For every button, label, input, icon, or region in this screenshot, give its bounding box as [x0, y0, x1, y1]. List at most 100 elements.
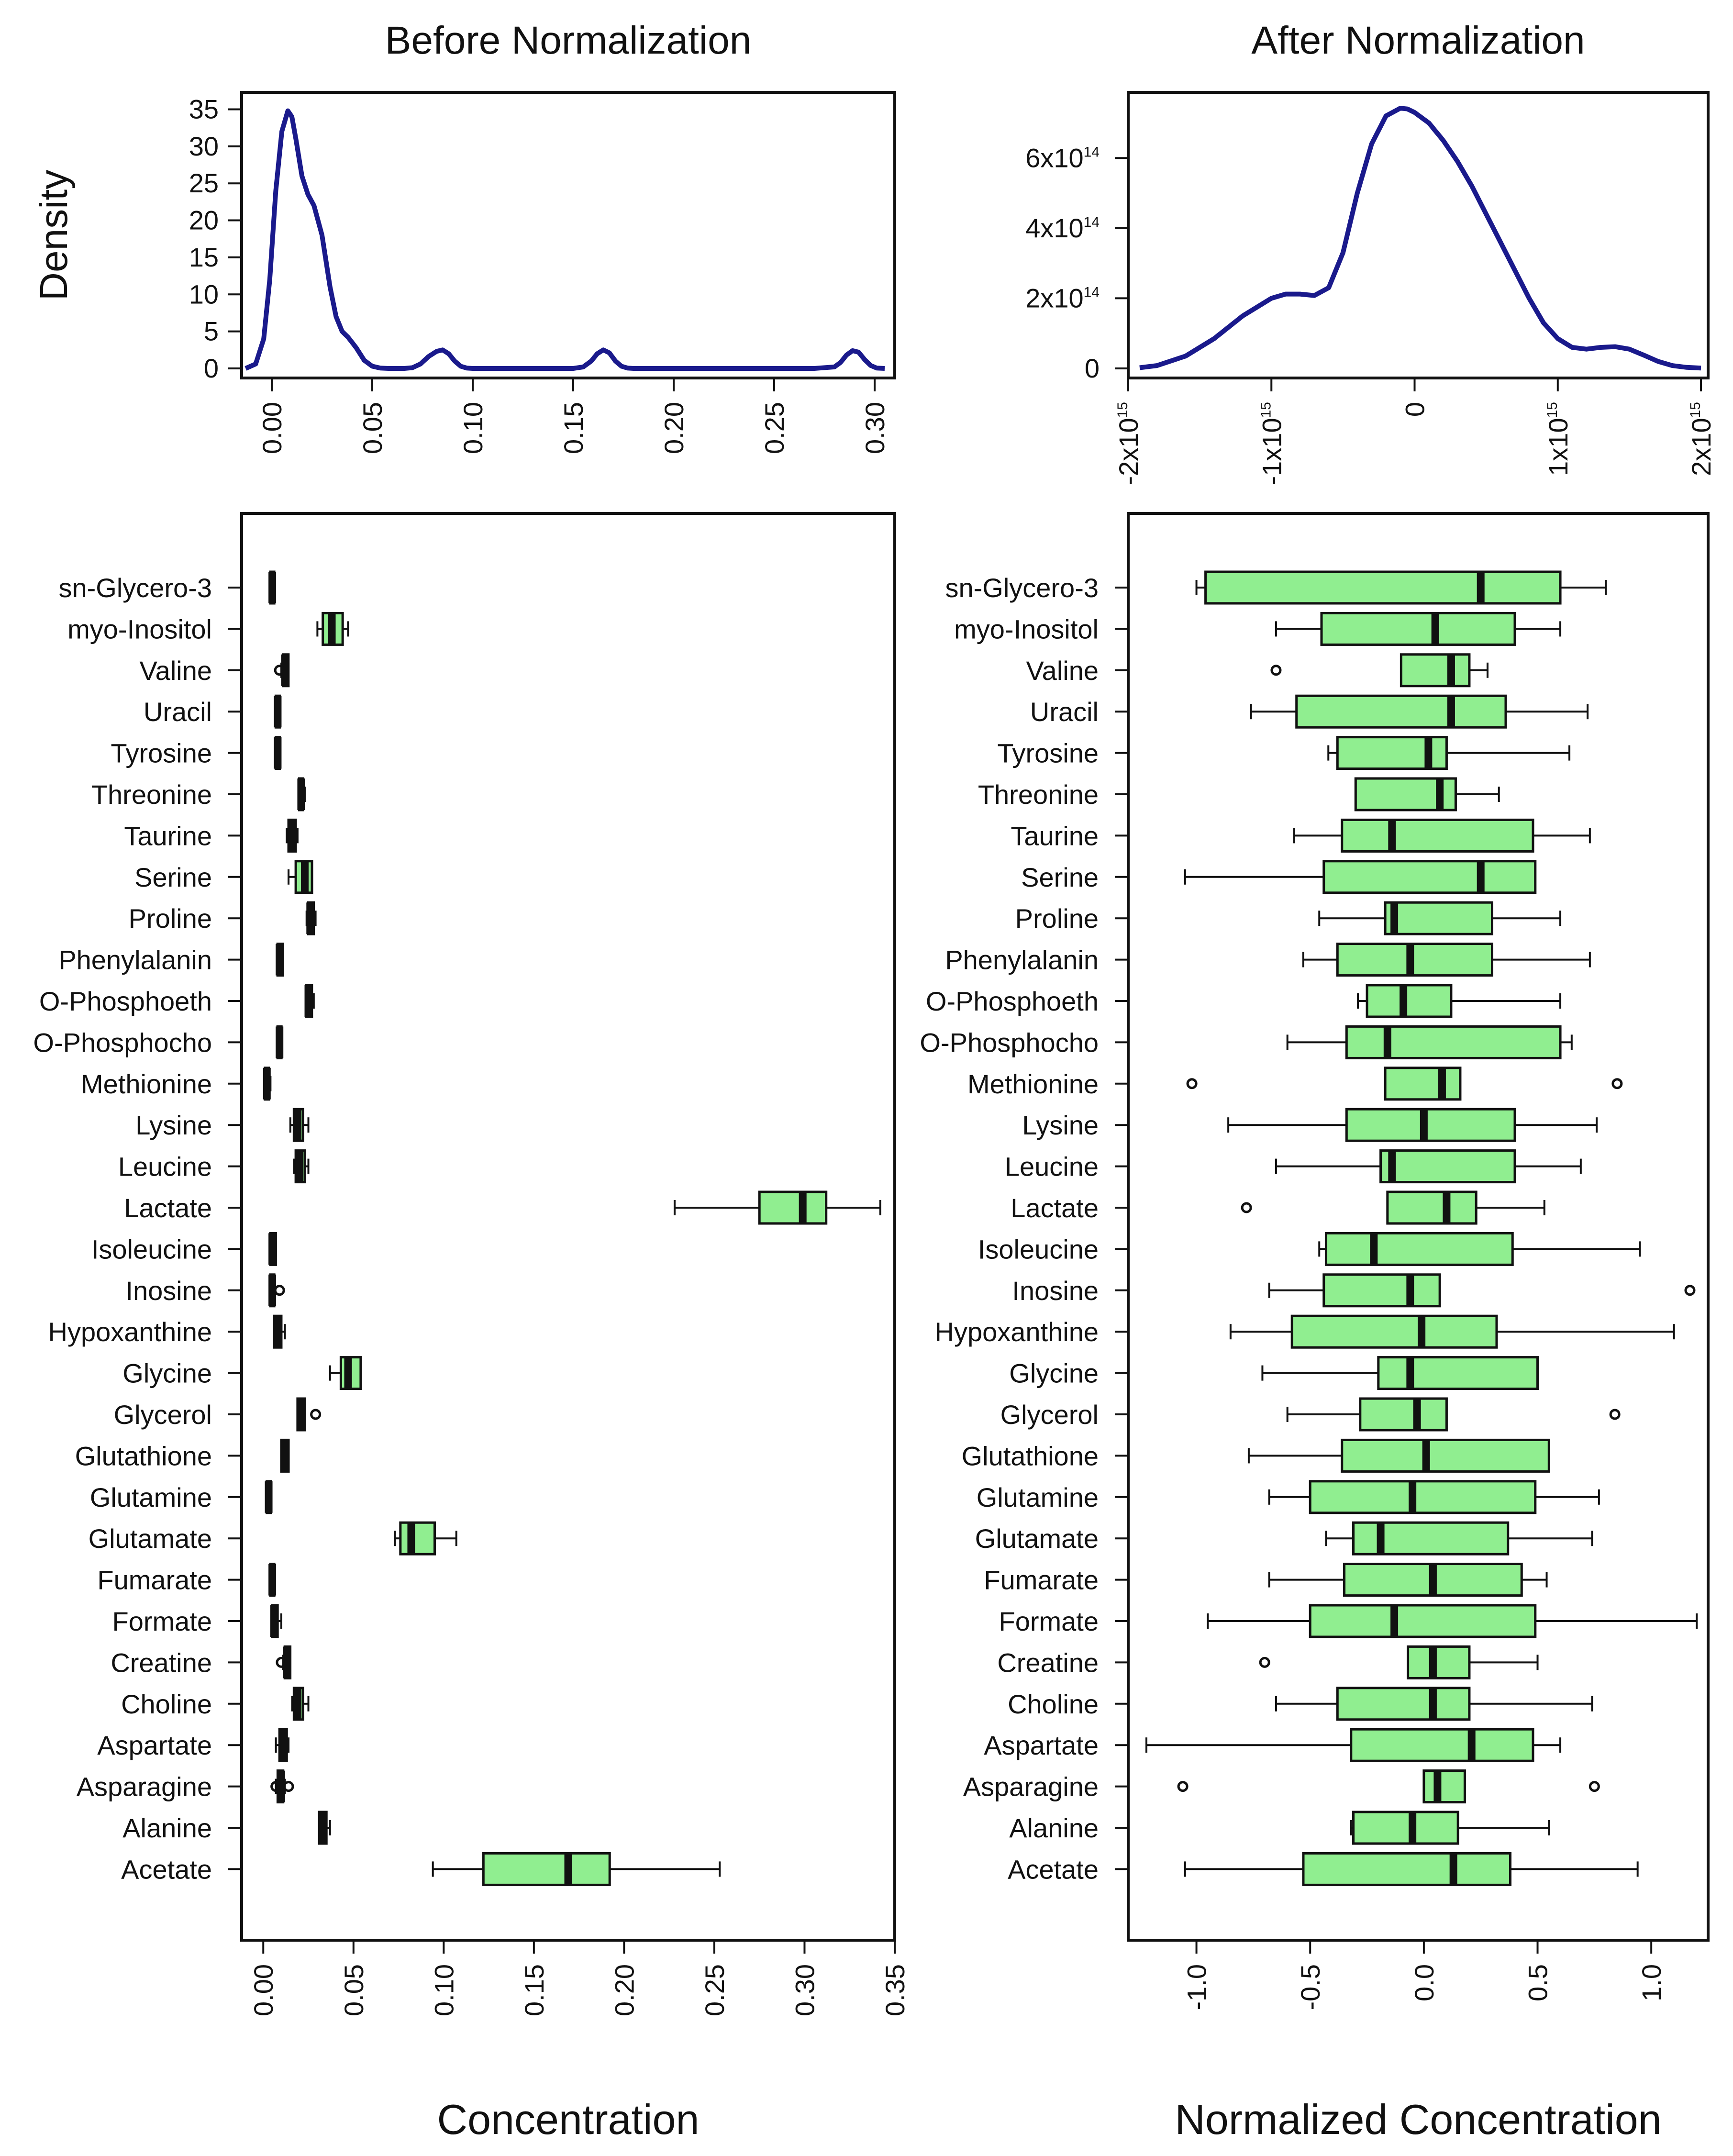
box_before-frame [240, 512, 896, 1942]
box-fumarate: Fumarate [984, 1563, 1548, 1597]
category-label: Glutamine [977, 1482, 1099, 1512]
y-tick-label: 6x1014 [1025, 143, 1100, 173]
outlier-point [1259, 1656, 1270, 1668]
outlier-point [1186, 1078, 1198, 1089]
category-label: Acetate [121, 1854, 212, 1884]
category-label: Tyrosine [111, 738, 212, 768]
iqr-box [1366, 984, 1453, 1018]
category-label: Glutamate [975, 1523, 1099, 1554]
category-label: O-Phosphocho [920, 1027, 1099, 1057]
box-o-phosphocho: O-Phosphocho [33, 1025, 284, 1059]
category-label: myo-Inositol [954, 614, 1099, 644]
y-tick-label: 25 [189, 168, 219, 198]
box-fumarate: Fumarate [97, 1563, 277, 1597]
density-curve-after [1139, 106, 1701, 371]
box-inosine: Inosine [125, 1273, 285, 1308]
x-tick-label: -1.0 [1182, 1964, 1212, 2011]
category-label: Proline [1015, 903, 1099, 934]
x-tick-label: 0.30 [860, 402, 890, 454]
category-label: Inosine [125, 1276, 212, 1306]
y-tick-label: 2x1014 [1025, 283, 1100, 313]
iqr-box [1204, 570, 1562, 605]
box-lysine: Lysine [135, 1108, 310, 1142]
density-after-frame [1127, 91, 1710, 379]
category-label: Leucine [118, 1152, 212, 1182]
density-before-frame [240, 91, 896, 379]
category-label: Valine [139, 656, 212, 686]
outlier-point [1609, 1409, 1621, 1420]
box-hypoxanthine: Hypoxanthine [48, 1314, 286, 1349]
category-label: Acetate [1008, 1854, 1099, 1884]
box-formate: Formate [112, 1604, 282, 1638]
category-label: sn-Glycero-3 [58, 573, 212, 603]
category-label: Serine [1021, 862, 1099, 892]
density-curve-before [244, 108, 885, 371]
box-leucine: Leucine [118, 1149, 310, 1184]
box-o-phosphoeth: O-Phosphoeth [926, 984, 1562, 1018]
category-label: Methionine [81, 1069, 212, 1099]
category-label: Asparagine [77, 1772, 212, 1802]
outlier-point [270, 1781, 282, 1792]
iqr-box [1295, 694, 1507, 729]
box-taurine: Taurine [1011, 818, 1591, 853]
box-leucine: Leucine [1005, 1149, 1582, 1184]
box-methionine: Methionine [81, 1067, 272, 1101]
category-label: Glycerol [114, 1400, 212, 1430]
iqr-box [1359, 1397, 1448, 1432]
box-phenylalanin: Phenylalanin [945, 943, 1591, 977]
box-serine: Serine [1021, 860, 1537, 894]
category-label: O-Phosphocho [33, 1027, 212, 1057]
x-tick-label: 0.05 [339, 1964, 369, 2016]
box-aspartate: Aspartate [984, 1728, 1562, 1762]
iqr-box [1422, 1769, 1466, 1804]
box-lactate: Lactate [124, 1190, 881, 1225]
iqr-box [1320, 611, 1516, 646]
box-methionine: Methionine [967, 1067, 1623, 1101]
box-glycerol: Glycerol [114, 1397, 322, 1432]
y-tick-label: 35 [189, 94, 219, 124]
box-glutamine: Glutamine [977, 1480, 1600, 1514]
category-label: Inosine [1012, 1276, 1099, 1306]
box-myo-inositol: myo-Inositol [954, 611, 1562, 646]
y-tick-label: 15 [189, 242, 219, 272]
category-label: Aspartate [97, 1730, 212, 1760]
box-valine: Valine [139, 653, 290, 688]
box-taurine: Taurine [124, 818, 299, 853]
box-glutamate: Glutamate [89, 1521, 457, 1556]
iqr-box [758, 1190, 828, 1225]
category-label: Uracil [144, 697, 212, 727]
boxplot-before-panel: sn-Glycero-3 myo-Inositol Valine Uracil Tyro… [33, 512, 910, 2143]
iqr-box [1322, 1273, 1441, 1308]
box-hypoxanthine: Hypoxanthine [935, 1314, 1675, 1349]
category-label: Lactate [1011, 1193, 1099, 1223]
box-o-phosphocho: O-Phosphocho [920, 1025, 1573, 1059]
iqr-box [1384, 1067, 1462, 1101]
category-label: Phenylalanin [58, 945, 212, 975]
category-label: Isoleucine [91, 1234, 212, 1264]
x-tick-label: 0.10 [429, 1964, 459, 2016]
box-isoleucine: Isoleucine [91, 1232, 277, 1266]
box-glutathione: Glutathione [962, 1438, 1550, 1473]
category-label: Glycine [122, 1358, 212, 1389]
category-label: Alanine [122, 1813, 212, 1843]
density-axis-label: Density [32, 170, 76, 300]
iqr-box [1379, 1149, 1516, 1184]
x-tick-label: 0.25 [700, 1964, 730, 2016]
outlier-point [274, 1285, 285, 1296]
category-label: Hypoxanthine [935, 1317, 1099, 1347]
category-label: Taurine [1011, 821, 1099, 851]
box-asparagine: Asparagine [963, 1769, 1600, 1804]
outlier-point [1684, 1285, 1696, 1296]
category-label: Asparagine [963, 1772, 1099, 1802]
box_after-x-axis-title: Normalized Concentration [1175, 2096, 1661, 2143]
iqr-box [1336, 1687, 1471, 1721]
density-after-title: After Normalization [1251, 19, 1585, 62]
box-choline: Choline [121, 1687, 310, 1721]
category-label: myo-Inositol [67, 614, 212, 644]
box-proline: Proline [1015, 901, 1562, 935]
x-tick-label: 1.0 [1636, 1964, 1666, 2001]
category-label: Glycerol [1000, 1400, 1099, 1430]
category-label: Alanine [1009, 1813, 1099, 1843]
x-tick-label: -0.5 [1295, 1964, 1325, 2011]
